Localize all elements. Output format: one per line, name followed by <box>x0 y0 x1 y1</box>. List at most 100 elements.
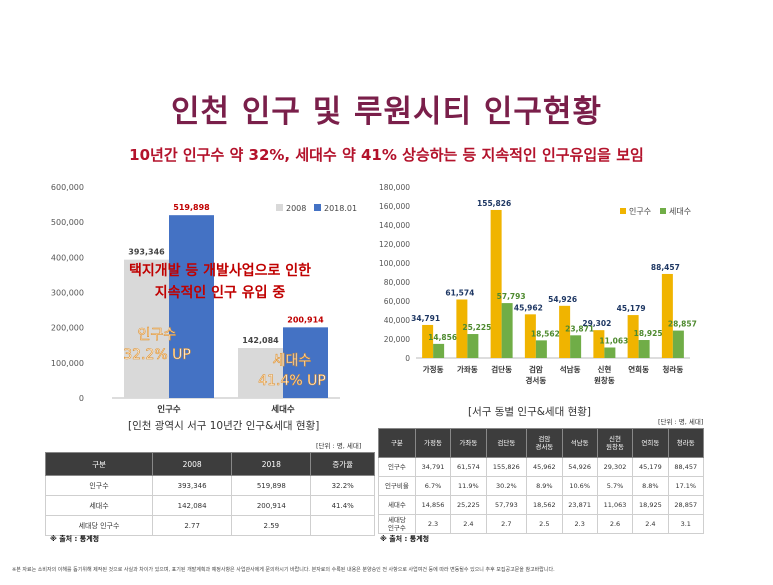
y-tick-label: 140,000 <box>379 221 410 230</box>
y-tick-label: 400,000 <box>51 253 84 262</box>
data-label: 23,871 <box>565 324 594 333</box>
bar-인구수 <box>422 324 434 358</box>
y-tick-label: 20,000 <box>384 335 410 344</box>
legend-swatch <box>314 204 321 211</box>
annotation-pop-line2: 32.2% UP <box>123 347 191 363</box>
x-tick-label: 연희동 <box>628 364 649 374</box>
data-label: 57,793 <box>497 292 526 301</box>
table-cell: 32.2% <box>310 475 375 496</box>
table-header-cell: 2008 <box>152 452 233 476</box>
table-cell: 200,914 <box>231 495 312 516</box>
table-cell: 11.9% <box>450 476 487 496</box>
x-tick-label: 검단동 <box>491 364 512 374</box>
bar-2008 <box>124 259 169 398</box>
y-tick-label: 100,000 <box>379 259 410 268</box>
table-cell: 2.7 <box>485 514 528 534</box>
table-cell: 2.77 <box>152 515 233 536</box>
y-tick-label: 500,000 <box>51 218 84 227</box>
x-tick-label: 인구수 <box>157 404 181 415</box>
table-cell: 45,962 <box>526 457 563 477</box>
data-label: 88,457 <box>651 263 680 272</box>
table-cell: 23,871 <box>561 495 598 515</box>
bar-인구수 <box>593 330 605 358</box>
table-row: 인구수 393,346 519,898 32.2% <box>44 475 375 496</box>
table-row: 인구수 34,791 61,574 155,826 45,962 54,926 29,302… <box>378 457 705 477</box>
table-cell: 18,925 <box>632 495 669 515</box>
x-tick-label: 검암 <box>529 364 543 374</box>
table-cell: 519,898 <box>231 475 312 496</box>
table-cell: 5.7% <box>596 476 634 496</box>
y-tick-label: 0 <box>405 354 410 363</box>
chart-district-population: 0 20,000 40,000 60,000 80,000 100,000 120,000 1… <box>379 183 697 385</box>
table-cell: 8.9% <box>526 476 563 496</box>
table-cell: 2.3 <box>561 514 598 534</box>
data-label: 45,179 <box>617 304 646 313</box>
x-tick-label: 석남동 <box>560 364 581 374</box>
table-header-cell: 연희동 <box>632 428 669 458</box>
table-cell: 2.3 <box>414 514 452 534</box>
table-header-cell: 2018 <box>231 452 312 476</box>
y-tick-label: 180,000 <box>379 183 410 192</box>
y-tick-label: 0 <box>79 394 84 403</box>
table-cell: 6.7% <box>414 476 452 496</box>
table-cell: 인구수 <box>44 475 154 496</box>
legend-label: 2018.01 <box>324 204 357 213</box>
table-cell: 세대수 <box>44 495 154 516</box>
data-label: 25,225 <box>462 323 491 332</box>
x-tick-label: 경서동 <box>526 375 547 385</box>
unit-left: [단위 : 명, 세대] <box>316 442 362 450</box>
bar-인구수 <box>456 299 468 358</box>
table-cell: 142,084 <box>152 495 233 516</box>
table-header-cell: 가정동 <box>414 428 452 458</box>
page-title: 인천 인구 및 루원시티 인구현황 <box>171 94 602 130</box>
data-label: 142,084 <box>242 336 279 345</box>
table-cell: 2.6 <box>596 514 634 534</box>
table-cell: 2.4 <box>632 514 669 534</box>
source-right: ※ 출처 : 통계청 <box>380 535 430 543</box>
table-cell: 25,225 <box>450 495 487 515</box>
table-cell: 10.6% <box>561 476 598 496</box>
legend-swatch <box>276 204 283 211</box>
table-header-cell: 가좌동 <box>450 428 487 458</box>
table-cell: 18,562 <box>526 495 563 515</box>
bar-세대수 <box>672 330 684 358</box>
bar-인구수 <box>490 209 502 358</box>
table-row: 세대수 142,084 200,914 41.4% <box>44 495 375 516</box>
y-tick-label: 200,000 <box>51 324 84 333</box>
table-cell: 3.1 <box>667 514 705 534</box>
source-left: ※ 출처 : 통계청 <box>50 535 100 543</box>
annotation-pop-line1: 인구수 <box>138 327 177 343</box>
bar-인구수 <box>559 305 571 358</box>
table-cell: 세대당 인구수 <box>378 514 416 534</box>
table-cell: 54,926 <box>561 457 598 477</box>
footnote: ※본 자료는 소비자의 이해를 돕기위해 제작된 것으로 사실과 차이가 있으며… <box>12 567 555 573</box>
table-row: 세대당 인구수 2.77 2.59 <box>44 515 375 536</box>
table-cell <box>310 515 375 536</box>
table-cell: 2.5 <box>526 514 563 534</box>
legend-swatch <box>660 208 666 214</box>
data-label: 200,914 <box>287 315 324 324</box>
table-district-summary: 구분 가정동 가좌동 검단동 검암 경서동 석남동 신현 원창동 연희동 청라동 인구수 34,79… <box>378 428 705 534</box>
caption-left: [인천 광역시 서구 10년간 인구&세대 현황] <box>128 420 320 432</box>
bar-세대수 <box>433 343 445 358</box>
table-cell: 30.2% <box>485 476 528 496</box>
table-header-cell: 구분 <box>378 428 416 458</box>
table-cell: 인구비율 <box>378 476 416 496</box>
table-row: 인구비율 6.7% 11.9% 30.2% 8.9% 10.6% 5.7% 8.8% 17.1% <box>378 476 705 496</box>
annotation-house-line2: 41.4% UP <box>258 373 326 389</box>
table-header-cell: 신현 원창동 <box>596 428 634 458</box>
data-label: 18,562 <box>531 329 560 338</box>
page-subtitle: 10년간 인구수 약 32%, 세대수 약 41% 상승하는 등 지속적인 인구… <box>129 146 644 164</box>
data-label: 14,856 <box>428 333 457 342</box>
bar-2018.01 <box>283 327 328 398</box>
table-cell: 41.4% <box>310 495 375 516</box>
y-tick-label: 60,000 <box>384 297 410 306</box>
table-cell: 8.8% <box>632 476 669 496</box>
table-incheon-summary: 구분 2008 2018 증가율 인구수 393,346 519,898 32.2% 세대수 14… <box>44 452 375 536</box>
bar-인구수 <box>661 273 673 358</box>
unit-right: [단위 : 명, 세대] <box>658 418 704 426</box>
table-header-cell: 청라동 <box>667 428 705 458</box>
y-tick-label: 100,000 <box>51 359 84 368</box>
legend-label: 세대수 <box>669 207 691 216</box>
annotation-main-line2: 지속적인 인구 유입 중 <box>155 284 286 301</box>
